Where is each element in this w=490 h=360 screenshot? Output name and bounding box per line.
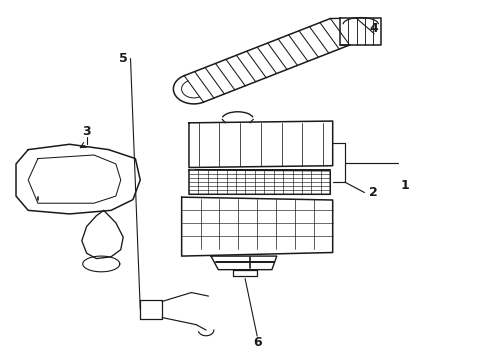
Text: 3: 3: [82, 125, 91, 138]
Text: 5: 5: [120, 52, 128, 65]
Text: 1: 1: [401, 179, 410, 192]
Text: 6: 6: [253, 336, 262, 349]
Text: 4: 4: [370, 22, 378, 35]
Text: 2: 2: [369, 186, 378, 199]
